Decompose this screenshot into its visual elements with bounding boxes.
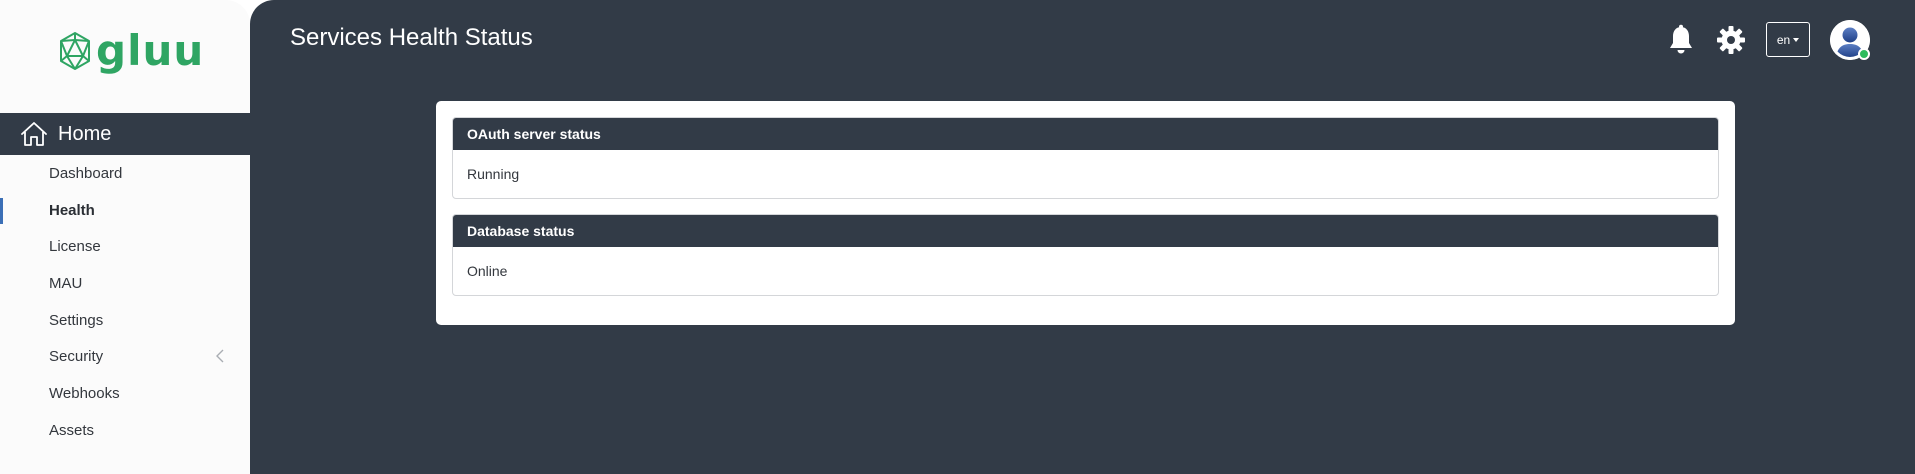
gluu-logo[interactable]: gluu: [58, 27, 204, 75]
sidebar-nav: Dashboard Health License MAU Settings Se…: [0, 155, 250, 449]
sidebar-item-health[interactable]: Health: [0, 192, 250, 229]
sidebar-item-license[interactable]: License: [49, 238, 101, 256]
sidebar-item-home-label: Home: [58, 122, 112, 145]
database-status-title: Database status: [453, 215, 1718, 247]
health-status-card: OAuth server status Running Database sta…: [436, 101, 1735, 325]
oauth-status-title: OAuth server status: [453, 118, 1718, 150]
sidebar-item-home[interactable]: Home: [0, 113, 250, 155]
sidebar-item-settings[interactable]: Settings: [49, 311, 104, 329]
sidebar-item-webhooks[interactable]: Webhooks: [49, 384, 120, 402]
language-label: en: [1776, 32, 1791, 47]
sidebar-item-security[interactable]: Security: [0, 338, 250, 375]
sidebar-item-security-label: Security: [49, 348, 104, 366]
sidebar-item-dashboard[interactable]: Dashboard: [49, 164, 123, 182]
language-dropdown[interactable]: en: [1766, 22, 1810, 57]
chevron-left-icon: [216, 349, 224, 363]
gear-icon[interactable]: [1716, 25, 1746, 55]
sidebar-item-mau[interactable]: MAU: [49, 274, 83, 292]
page-title: Services Health Status: [290, 24, 533, 51]
bell-icon[interactable]: [1667, 24, 1695, 56]
oauth-status-box: OAuth server status Running: [452, 117, 1719, 199]
gluu-logo-icon: [60, 32, 90, 70]
online-status-dot: [1858, 48, 1870, 60]
caret-down-icon: [1793, 37, 1800, 42]
database-status-box: Database status Online: [452, 214, 1719, 296]
logo-text: gluu: [96, 26, 205, 75]
home-icon: [20, 121, 48, 147]
oauth-status-value: Running: [467, 166, 520, 182]
database-status-value: Online: [467, 263, 508, 279]
sidebar-item-assets[interactable]: Assets: [49, 421, 95, 439]
sidebar: gluu Home Dashboard Health License MAU S…: [0, 0, 250, 474]
main-content: Services Health Status: [250, 0, 1915, 474]
